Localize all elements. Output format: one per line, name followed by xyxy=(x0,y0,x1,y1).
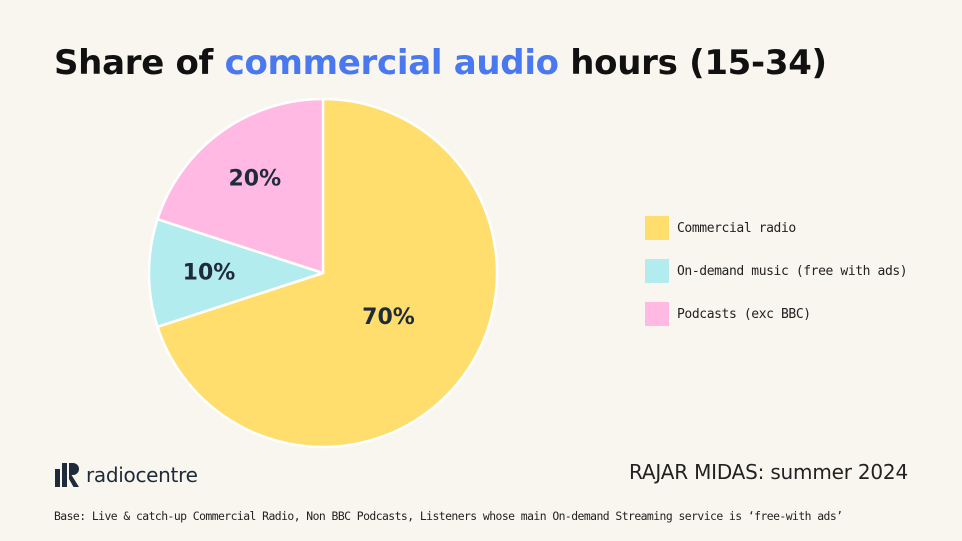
pie-slice-label-1: 70% xyxy=(362,305,415,330)
pie-slice-label-3: 20% xyxy=(228,167,281,192)
legend-swatch-3 xyxy=(645,302,669,326)
title-text-before: Share of xyxy=(54,43,225,83)
legend-swatch-1 xyxy=(645,216,669,240)
legend-label-2: On-demand music (free with ads) xyxy=(677,263,908,279)
title-highlight: commercial audio xyxy=(224,43,559,83)
chart-title: Share of commercial audio hours (15-34) xyxy=(54,40,827,86)
source-label: RAJAR MIDAS: summer 2024 xyxy=(629,460,908,484)
legend-swatch-2 xyxy=(645,259,669,283)
pie-slice-label-2: 10% xyxy=(183,261,236,286)
legend-item-1: Commercial radio xyxy=(645,215,945,241)
legend-label-1: Commercial radio xyxy=(677,220,796,236)
radiocentre-logo-icon xyxy=(55,463,79,487)
pie-slice-1 xyxy=(156,97,499,449)
title-text-after: hours (15-34) xyxy=(558,43,827,83)
legend-item-3: Podcasts (exc BBC) xyxy=(645,301,945,327)
pie-slice-2 xyxy=(147,217,325,329)
legend-label-3: Podcasts (exc BBC) xyxy=(677,306,811,322)
pie-slice-3 xyxy=(156,97,325,275)
radiocentre-logo: radiocentre xyxy=(54,460,198,490)
base-note: Base: Live & catch-up Commercial Radio, … xyxy=(54,509,843,523)
legend-item-2: On-demand music (free with ads) xyxy=(645,258,945,284)
legend: Commercial radio On-demand music (free wi… xyxy=(645,215,945,344)
logo-text: radiocentre xyxy=(86,463,198,487)
